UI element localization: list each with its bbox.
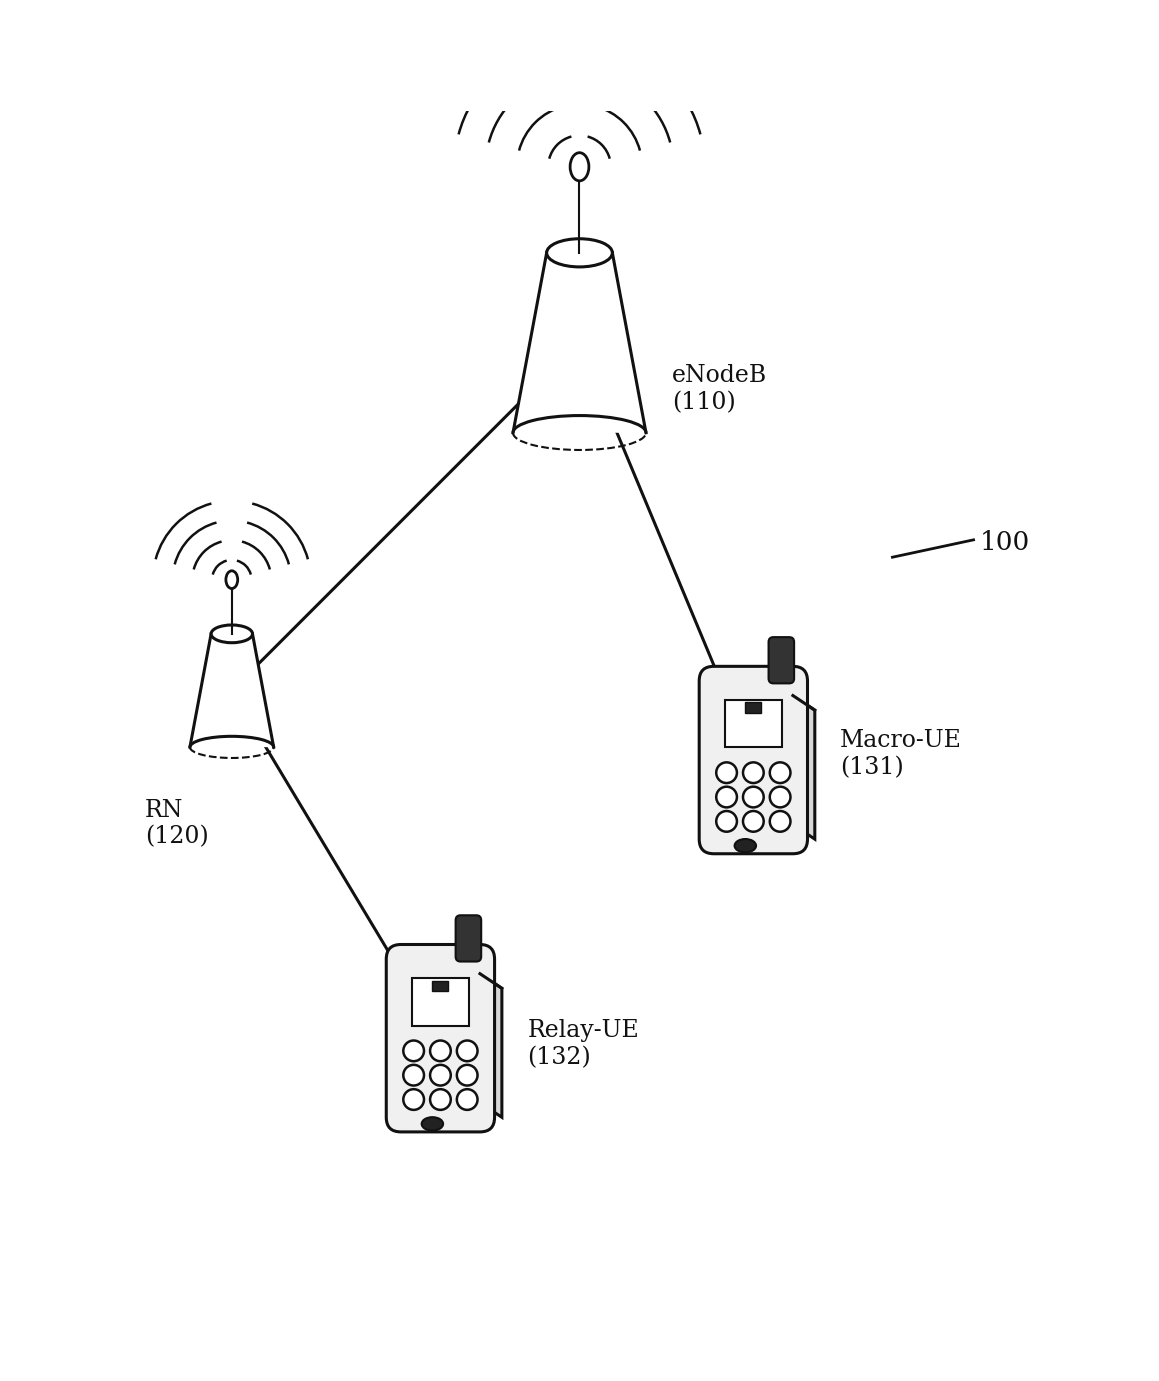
Circle shape: [457, 1090, 478, 1110]
FancyBboxPatch shape: [768, 637, 794, 684]
Text: Relay-UE
(132): Relay-UE (132): [527, 1019, 639, 1069]
Ellipse shape: [211, 626, 253, 642]
Circle shape: [457, 1065, 478, 1085]
Circle shape: [403, 1090, 424, 1110]
Circle shape: [403, 1040, 424, 1061]
Circle shape: [743, 787, 764, 808]
Bar: [432, 981, 449, 992]
Text: eNodeB
(110): eNodeB (110): [672, 365, 767, 414]
Text: RN
(120): RN (120): [145, 800, 209, 848]
Circle shape: [457, 1040, 478, 1061]
FancyBboxPatch shape: [386, 945, 495, 1132]
Circle shape: [430, 1090, 451, 1110]
Circle shape: [743, 811, 764, 831]
Circle shape: [430, 1065, 451, 1085]
FancyBboxPatch shape: [455, 916, 481, 961]
Polygon shape: [480, 974, 502, 1117]
Circle shape: [770, 762, 790, 783]
Circle shape: [716, 762, 737, 783]
Ellipse shape: [422, 1117, 443, 1131]
Ellipse shape: [547, 239, 612, 267]
Circle shape: [716, 811, 737, 831]
Text: 100: 100: [979, 530, 1029, 555]
Polygon shape: [190, 634, 274, 747]
Circle shape: [716, 787, 737, 808]
Circle shape: [770, 811, 790, 831]
Polygon shape: [793, 696, 815, 840]
FancyBboxPatch shape: [699, 667, 808, 853]
Bar: [724, 700, 782, 747]
Ellipse shape: [570, 153, 589, 181]
Ellipse shape: [735, 840, 756, 852]
Circle shape: [770, 787, 790, 808]
Circle shape: [743, 762, 764, 783]
Polygon shape: [513, 253, 646, 432]
Circle shape: [430, 1040, 451, 1061]
Ellipse shape: [226, 570, 238, 588]
Circle shape: [403, 1065, 424, 1085]
Bar: [411, 978, 469, 1026]
Bar: [745, 703, 761, 713]
Text: Macro-UE
(131): Macro-UE (131): [840, 729, 962, 779]
